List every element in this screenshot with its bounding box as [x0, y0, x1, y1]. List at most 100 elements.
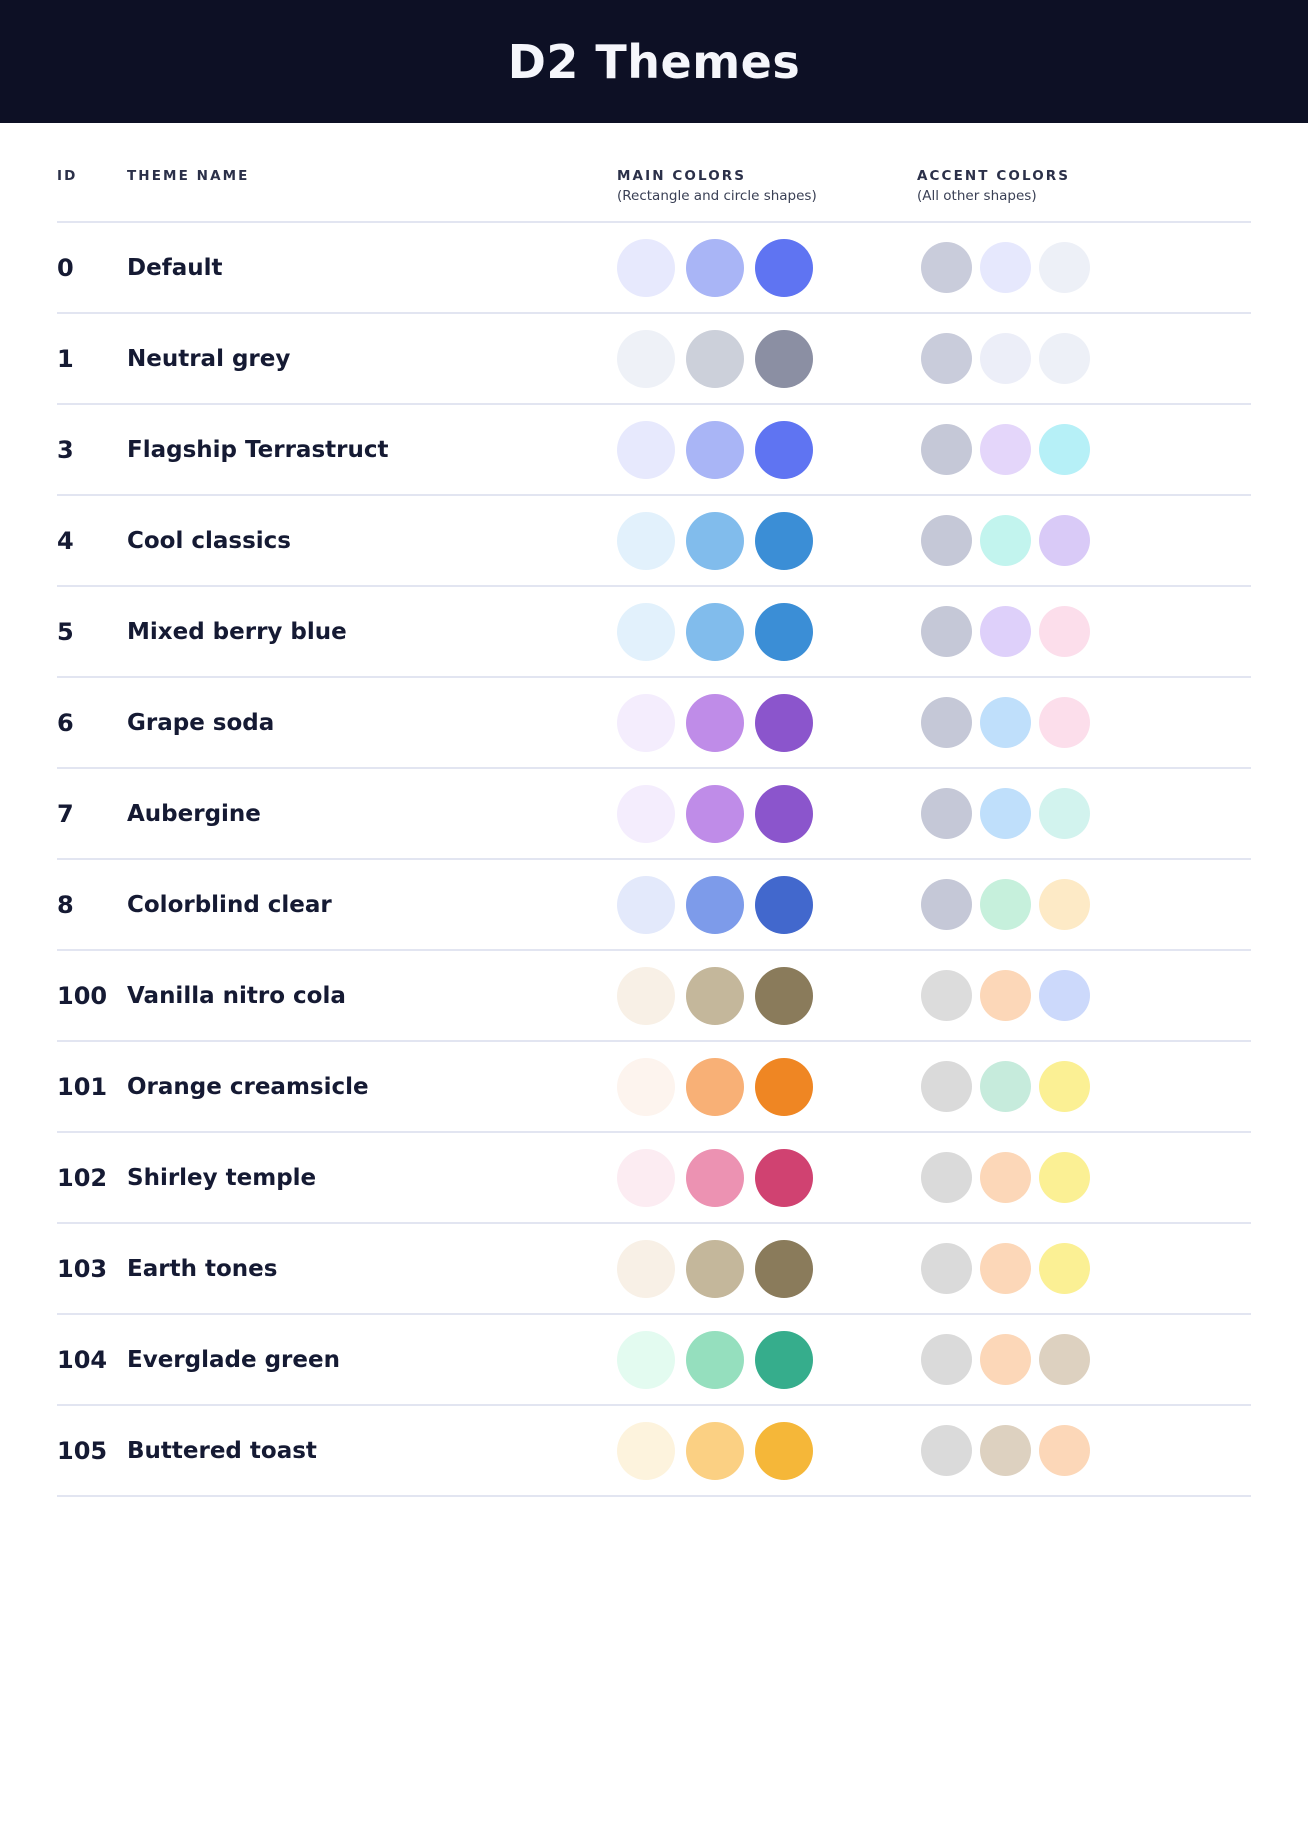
main-color-swatch	[686, 966, 744, 1025]
table-row[interactable]: 8 Colorblind clear	[57, 859, 1251, 951]
table-row[interactable]: 103 Earth tones	[57, 1223, 1251, 1315]
accent-color-swatch	[1039, 1061, 1090, 1112]
main-color-swatch	[755, 1330, 813, 1389]
themes-table-body: 0 Default 1 Neutral grey 3 Flagship Terrastru…	[57, 222, 1251, 1497]
main-swatch-group	[617, 1057, 917, 1116]
column-header-main-colors: MAIN COLORS (Rectangle and circle shapes…	[617, 167, 917, 223]
theme-id: 6	[57, 677, 127, 769]
theme-accent-colors	[917, 1405, 1251, 1497]
theme-main-colors	[617, 1223, 917, 1315]
column-header-accent-colors-label: ACCENT COLORS	[917, 168, 1071, 184]
theme-main-colors	[617, 859, 917, 951]
accent-color-swatch	[1039, 1425, 1090, 1476]
accent-color-swatch	[980, 697, 1031, 748]
accent-color-swatch	[980, 515, 1031, 566]
main-color-swatch	[617, 1239, 675, 1298]
accent-color-swatch	[1039, 788, 1090, 839]
column-header-theme-name: THEME NAME	[127, 167, 617, 223]
main-color-swatch	[755, 602, 813, 661]
theme-name: Aubergine	[127, 768, 617, 860]
theme-main-colors	[617, 768, 917, 860]
accent-swatch-group	[917, 1243, 1251, 1294]
accent-color-swatch	[921, 697, 972, 748]
table-row[interactable]: 102 Shirley temple	[57, 1132, 1251, 1224]
accent-swatch-group	[917, 606, 1251, 657]
column-header-theme-name-label: THEME NAME	[127, 168, 250, 184]
table-row[interactable]: 104 Everglade green	[57, 1314, 1251, 1406]
page-title: D2 Themes	[507, 34, 801, 89]
accent-color-swatch	[980, 1061, 1031, 1112]
accent-color-swatch	[921, 1425, 972, 1476]
main-color-swatch	[755, 420, 813, 479]
accent-color-swatch	[980, 879, 1031, 930]
theme-accent-colors	[917, 1223, 1251, 1315]
theme-main-colors	[617, 677, 917, 769]
theme-name: Cool classics	[127, 495, 617, 587]
accent-swatch-group	[917, 697, 1251, 748]
accent-color-swatch	[921, 606, 972, 657]
accent-color-swatch	[921, 970, 972, 1021]
theme-id: 102	[57, 1132, 127, 1224]
table-row[interactable]: 1 Neutral grey	[57, 313, 1251, 405]
accent-swatch-group	[917, 333, 1251, 384]
accent-color-swatch	[921, 424, 972, 475]
main-color-swatch	[617, 1148, 675, 1207]
main-color-swatch	[686, 511, 744, 570]
accent-color-swatch	[980, 788, 1031, 839]
accent-swatch-group	[917, 1334, 1251, 1385]
accent-color-swatch	[1039, 1152, 1090, 1203]
accent-color-swatch	[921, 879, 972, 930]
column-header-id-label: ID	[57, 168, 78, 184]
theme-id: 5	[57, 586, 127, 678]
accent-swatch-group	[917, 970, 1251, 1021]
main-color-swatch	[686, 1148, 744, 1207]
theme-id: 3	[57, 404, 127, 496]
main-color-swatch	[686, 875, 744, 934]
main-color-swatch	[617, 966, 675, 1025]
theme-main-colors	[617, 404, 917, 496]
theme-accent-colors	[917, 1314, 1251, 1406]
main-color-swatch	[686, 602, 744, 661]
accent-swatch-group	[917, 1152, 1251, 1203]
table-row[interactable]: 101 Orange creamsicle	[57, 1041, 1251, 1133]
table-row[interactable]: 5 Mixed berry blue	[57, 586, 1251, 678]
theme-main-colors	[617, 950, 917, 1042]
accent-color-swatch	[1039, 424, 1090, 475]
table-row[interactable]: 0 Default	[57, 222, 1251, 314]
table-row[interactable]: 105 Buttered toast	[57, 1405, 1251, 1497]
column-header-main-colors-label: MAIN COLORS	[617, 168, 747, 184]
accent-swatch-group	[917, 1061, 1251, 1112]
accent-color-swatch	[1039, 606, 1090, 657]
table-row[interactable]: 100 Vanilla nitro cola	[57, 950, 1251, 1042]
accent-color-swatch	[1039, 333, 1090, 384]
accent-color-swatch	[921, 1061, 972, 1112]
accent-color-swatch	[1039, 1334, 1090, 1385]
table-row[interactable]: 7 Aubergine	[57, 768, 1251, 860]
theme-accent-colors	[917, 404, 1251, 496]
theme-name: Default	[127, 222, 617, 314]
accent-color-swatch	[921, 788, 972, 839]
column-header-accent-colors-sub: (All other shapes)	[917, 188, 1037, 204]
accent-color-swatch	[921, 515, 972, 566]
theme-id: 8	[57, 859, 127, 951]
main-color-swatch	[755, 238, 813, 297]
table-row[interactable]: 3 Flagship Terrastruct	[57, 404, 1251, 496]
theme-main-colors	[617, 222, 917, 314]
main-color-swatch	[755, 1148, 813, 1207]
table-row[interactable]: 6 Grape soda	[57, 677, 1251, 769]
main-swatch-group	[617, 1239, 917, 1298]
main-color-swatch	[755, 784, 813, 843]
accent-color-swatch	[980, 1425, 1031, 1476]
column-header-id: ID	[57, 167, 127, 223]
accent-color-swatch	[1039, 879, 1090, 930]
accent-color-swatch	[1039, 970, 1090, 1021]
table-row[interactable]: 4 Cool classics	[57, 495, 1251, 587]
theme-name: Shirley temple	[127, 1132, 617, 1224]
main-color-swatch	[686, 238, 744, 297]
accent-color-swatch	[980, 606, 1031, 657]
accent-color-swatch	[921, 1334, 972, 1385]
main-color-swatch	[617, 329, 675, 388]
accent-color-swatch	[980, 424, 1031, 475]
main-swatch-group	[617, 602, 917, 661]
